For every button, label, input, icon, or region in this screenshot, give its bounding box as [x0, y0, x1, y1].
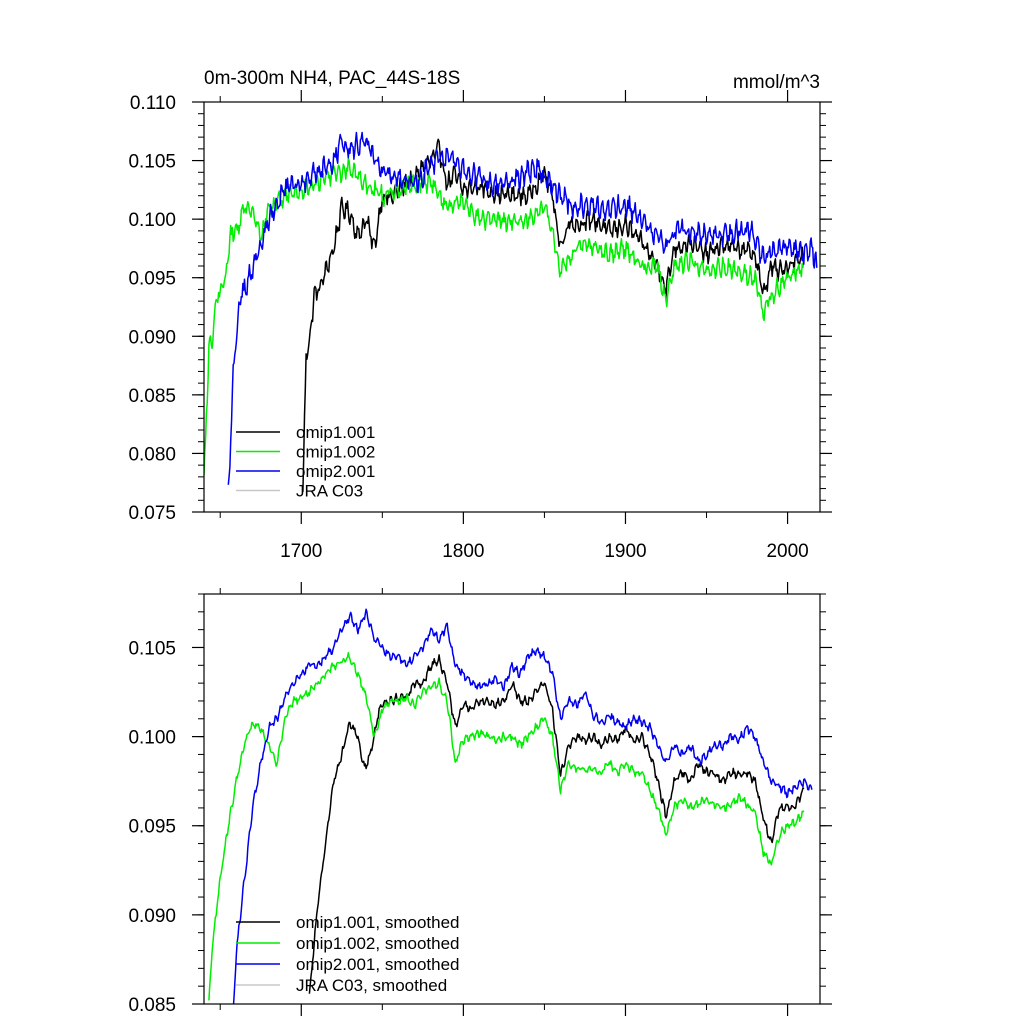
x-tick-label: 1700 — [280, 541, 322, 562]
y-tick-label: 0.085 — [128, 386, 176, 407]
x-tick-label: 2000 — [766, 541, 808, 562]
legend-label: omip2.001 — [296, 462, 375, 481]
y-tick-label: 0.090 — [128, 327, 176, 348]
x-tick-label: 1900 — [604, 541, 646, 562]
series-line-omip1-002 — [204, 157, 805, 476]
y-tick-label: 0.095 — [128, 269, 176, 290]
series-group — [204, 131, 818, 492]
top-title: 0m-300m NH4, PAC_44S-18S — [204, 68, 460, 89]
legend-label: JRA C03, smoothed — [296, 976, 447, 995]
legend-label: omip1.002 — [296, 443, 375, 462]
series-group — [208, 608, 813, 1004]
plot-frame — [203, 593, 821, 1005]
legend-label: omip1.001 — [296, 423, 375, 442]
y-tick-label: 0.095 — [128, 817, 176, 838]
plot-frame — [203, 101, 821, 513]
y-tick-label: 0.105 — [128, 152, 176, 173]
top-units: mmol/m^3 — [733, 72, 820, 93]
y-tick-label: 0.100 — [128, 728, 176, 749]
series-line-omip2-001 — [227, 131, 818, 485]
y-tick-label: 0.080 — [128, 444, 176, 465]
y-tick-label: 0.090 — [128, 906, 176, 927]
legend-label: omip2.001, smoothed — [296, 955, 460, 974]
y-tick-label: 0.085 — [128, 995, 176, 1016]
legend-label: omip1.001, smoothed — [296, 913, 460, 932]
x-tick-label: 1800 — [442, 541, 484, 562]
y-tick-label: 0.110 — [130, 93, 176, 114]
series-line-omip1-002-smoothed — [208, 651, 805, 1001]
legend-label: omip1.002, smoothed — [296, 934, 460, 953]
y-tick-label: 0.105 — [128, 638, 176, 659]
panel-bottom: 0.085 0.090 0.095 0.100 0.105 omip1.001, smoo… — [128, 582, 832, 1016]
y-tick-label: 0.075 — [128, 503, 176, 524]
y-tick-label: 0.100 — [128, 210, 176, 231]
panel-top: 0m-300m NH4, PAC_44S-18S mmol/m^3 1700 18… — [128, 68, 832, 562]
legend-label: JRA C03 — [296, 482, 363, 501]
legend: omip1.001, smoothed omip1.002, smoothed om… — [236, 913, 460, 995]
series-line-omip2-001-smoothed — [232, 608, 813, 1004]
